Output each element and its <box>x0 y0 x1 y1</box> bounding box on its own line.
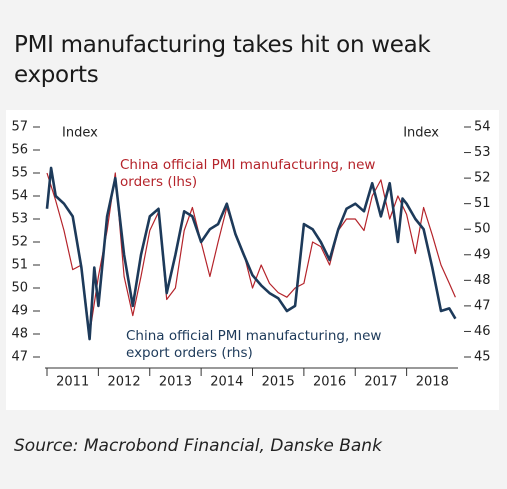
y2-tick-label: 53 <box>474 145 491 160</box>
y-tick-label: 54 <box>11 189 28 204</box>
line <box>45 166 457 341</box>
y2-tick-label: 47 <box>474 298 491 313</box>
legend-entry: China official PMI manufacturing, new or… <box>120 157 376 190</box>
y2-tick-label: 50 <box>474 222 491 237</box>
y2-tick-label: 48 <box>474 273 491 288</box>
x-tick-label: 2016 <box>313 375 346 390</box>
y-tick-label: 48 <box>11 327 28 342</box>
x-tick-label: 2015 <box>262 375 295 390</box>
y-tick-label: 47 <box>11 350 28 365</box>
x-tick-label: 2017 <box>364 375 397 390</box>
legend-entry: China official PMI manufacturing, new ex… <box>126 328 382 361</box>
y2-axis-label: Index <box>403 126 439 141</box>
x-tick-label: 2013 <box>159 375 192 390</box>
chart-title: PMI manufacturing takes hit on weak expo… <box>14 32 431 88</box>
y2-tick-label: 49 <box>474 247 491 262</box>
line <box>46 172 456 335</box>
x-tick-label: 2018 <box>416 375 449 390</box>
y-tick-label: 56 <box>11 143 28 158</box>
source: Source: Macrobond Financial, Danske Bank <box>14 436 382 456</box>
y2-tick-label: 54 <box>474 120 491 135</box>
y-tick-label: 55 <box>11 166 28 181</box>
y-tick-label: 49 <box>11 304 28 319</box>
y-tick-label: 51 <box>11 258 28 273</box>
y2-tick-label: 52 <box>474 171 491 186</box>
y-axis-label: Index <box>62 126 98 141</box>
x-tick-label: 2011 <box>56 375 89 390</box>
x-tick-label: 2014 <box>210 375 243 390</box>
y2-tick-label: 45 <box>474 350 491 365</box>
y2-tick-label: 51 <box>474 196 491 211</box>
chart-panel <box>6 110 499 410</box>
x-tick-label: 2012 <box>108 375 141 390</box>
y2-tick-label: 46 <box>474 324 491 339</box>
y-tick-label: 57 <box>11 120 28 135</box>
y-tick-label: 50 <box>11 281 28 296</box>
y-tick-label: 52 <box>11 235 28 250</box>
y-tick-label: 53 <box>11 212 28 227</box>
